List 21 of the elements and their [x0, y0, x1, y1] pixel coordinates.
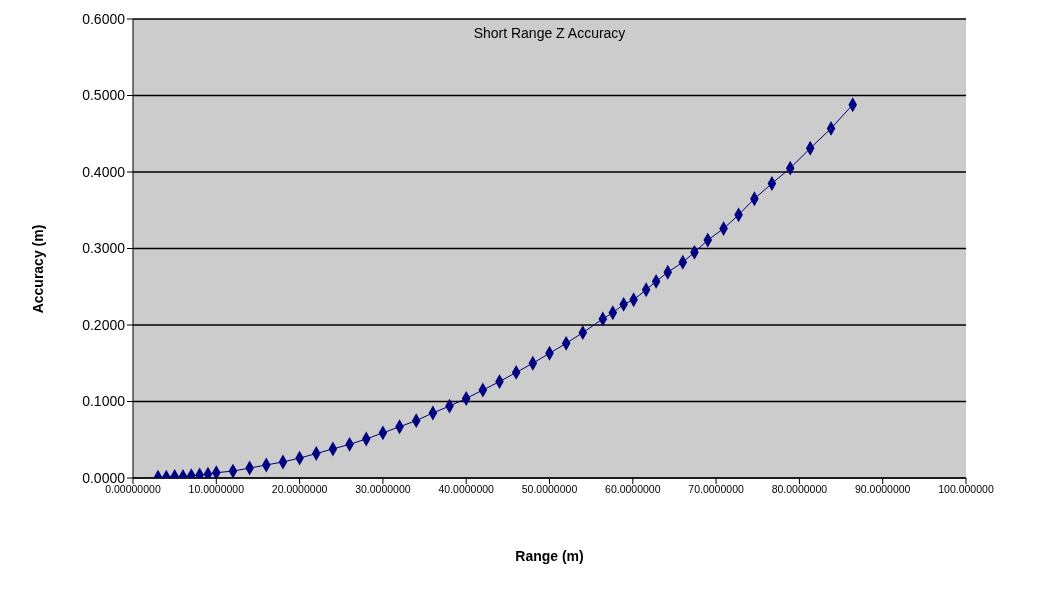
y-tick-label: 0.3000 — [82, 240, 126, 257]
x-tick-label: 60.0000000 — [605, 483, 661, 496]
x-axis-title: Range (m) — [514, 548, 585, 564]
x-tick-label: 0.00000000 — [105, 483, 161, 496]
x-tick-label: 10.0000000 — [188, 483, 245, 496]
y-axis-title: Accuracy (m) — [30, 224, 46, 313]
x-tick-label: 30.0000000 — [355, 483, 411, 496]
x-tick-label: 40.0000000 — [438, 483, 495, 496]
y-tick-label: 0.1000 — [82, 393, 126, 410]
x-tick-label: 100.000000 — [938, 483, 994, 496]
x-tick-label: 50.0000000 — [521, 483, 578, 496]
y-tick-label: 0.2000 — [82, 316, 126, 333]
x-tick-label: 90.0000000 — [854, 483, 911, 496]
y-tick-label: 0.0000 — [82, 469, 126, 486]
x-tick-label: 20.0000000 — [271, 483, 328, 496]
x-tick-label: 70.0000000 — [688, 483, 744, 496]
y-tick-label: 0.6000 — [82, 10, 126, 27]
y-tick-label: 0.5000 — [82, 87, 126, 104]
x-tick-label: 80.0000000 — [771, 483, 828, 496]
chart-title: Short Range Z Accuracy — [472, 25, 627, 41]
y-tick-label: 0.4000 — [82, 163, 126, 180]
